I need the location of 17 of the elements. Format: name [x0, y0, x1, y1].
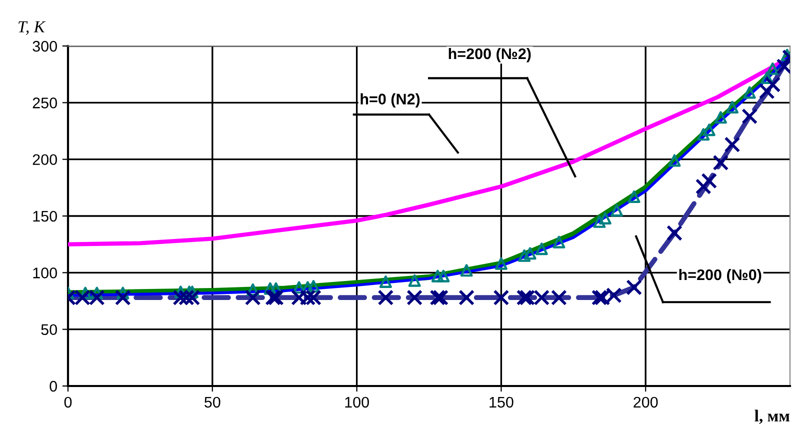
y-tick-label: 100	[33, 268, 57, 278]
y-tick-label: 0	[50, 380, 57, 392]
x-tick-label: 0	[64, 396, 72, 408]
y-tick-label: 300	[32, 40, 57, 52]
x-tick-label: 50	[204, 396, 220, 408]
y-tick-label: 250	[32, 98, 57, 108]
x-axis-title: l, мм	[754, 410, 790, 424]
y-tick-label: 200	[32, 154, 57, 166]
x-tick-label: 100	[345, 396, 369, 408]
x-tick-label: 150	[490, 396, 514, 408]
annotation: h=0 (N2)	[360, 93, 420, 108]
y-tick-label: 150	[33, 210, 57, 222]
y-tick-label: 50	[41, 324, 57, 336]
y-axis-title: T, К	[18, 21, 46, 35]
x-tick-label: 200	[634, 396, 658, 408]
annotation: h=200 (№2)	[448, 48, 531, 62]
annotation: h=200 (№0)	[679, 268, 762, 284]
